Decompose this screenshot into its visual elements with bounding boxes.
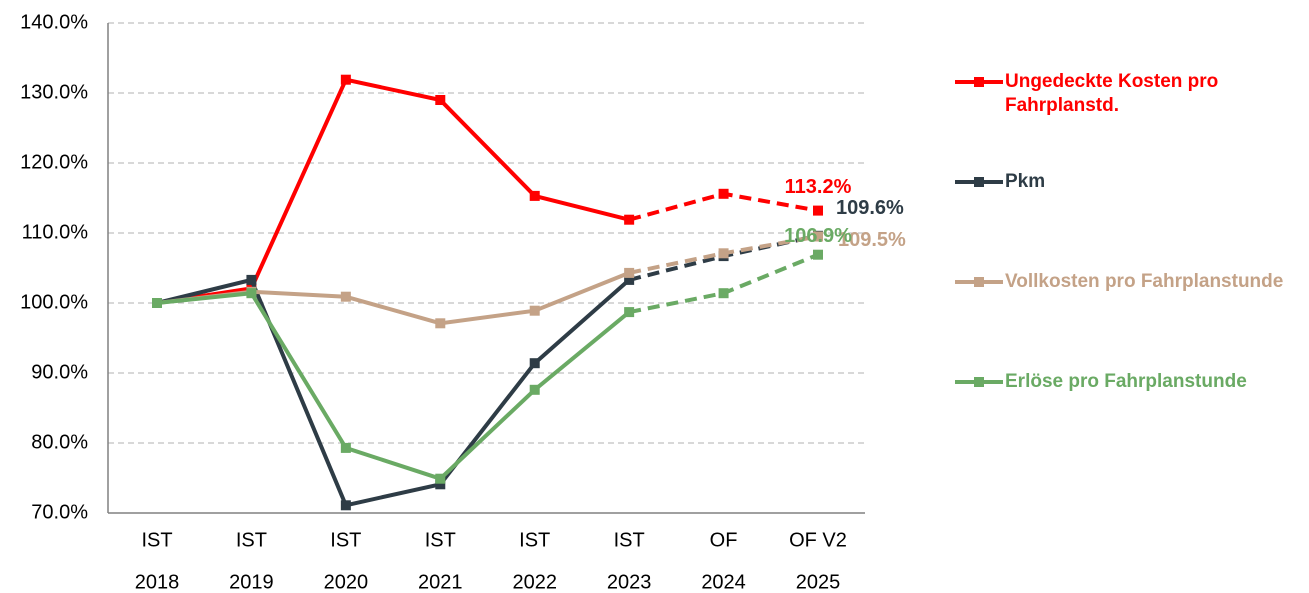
- marker: [152, 298, 162, 308]
- series-line: [156, 291, 631, 481]
- marker: [340, 442, 351, 453]
- marker: [435, 479, 446, 490]
- data-label: 109.6%: [836, 197, 904, 219]
- series-line: [156, 271, 630, 326]
- x-tick-label: OF: [710, 529, 738, 551]
- legend-label: Vollkosten pro Fahrplanstunde: [1005, 271, 1284, 292]
- x-tick-label: 2025: [796, 571, 841, 593]
- data-label: 113.2%: [785, 176, 852, 198]
- marker: [529, 358, 540, 369]
- x-tick-label: 2020: [324, 571, 369, 593]
- x-tick-label: IST: [614, 529, 645, 551]
- marker: [624, 307, 635, 318]
- legend-label: Erlöse pro Fahrplanstunde: [1005, 371, 1247, 392]
- x-tick-label: IST: [330, 529, 361, 551]
- y-tick-label: 120.0%: [20, 151, 88, 173]
- x-tick-label: 2021: [418, 571, 463, 593]
- legend-label: Pkm: [1005, 171, 1046, 192]
- marker: [435, 473, 446, 484]
- x-tick-label: 2019: [229, 571, 274, 593]
- x-tick-label: IST: [519, 529, 550, 551]
- marker: [340, 500, 351, 511]
- marker: [246, 274, 257, 285]
- legend-swatch: [955, 77, 1003, 87]
- legend-item: Vollkosten pro Fahrplanstunde: [955, 270, 1305, 294]
- y-tick-label: 130.0%: [20, 81, 88, 103]
- marker: [624, 214, 635, 225]
- series-line: [156, 277, 631, 508]
- legend-swatch: [955, 277, 1003, 287]
- y-tick-label: 80.0%: [31, 431, 88, 453]
- legend-item: Pkm: [955, 170, 1305, 194]
- marker: [718, 248, 729, 259]
- x-tick-label: 2022: [512, 571, 557, 593]
- legend-swatch: [955, 177, 1003, 187]
- marker: [435, 318, 446, 329]
- x-tick-label: OF V2: [789, 529, 847, 551]
- marker: [624, 274, 635, 285]
- x-tick-label: IST: [425, 529, 456, 551]
- marker: [340, 291, 351, 302]
- marker: [718, 288, 729, 299]
- y-tick-label: 70.0%: [31, 501, 88, 523]
- x-tick-label: IST: [141, 529, 172, 551]
- marker: [813, 249, 823, 260]
- series-line: [156, 77, 630, 305]
- y-tick-label: 140.0%: [20, 11, 88, 33]
- x-tick-label: 2024: [701, 571, 746, 593]
- marker: [813, 231, 823, 242]
- y-tick-label: 90.0%: [31, 361, 88, 383]
- data-label: 109.5%: [838, 229, 906, 251]
- marker: [340, 74, 351, 85]
- marker: [718, 188, 729, 199]
- data-label: 106.9%: [784, 225, 852, 247]
- marker: [529, 190, 540, 201]
- marker: [624, 267, 635, 278]
- marker: [246, 288, 257, 299]
- legend-label: Ungedeckte Kosten pro Fahrplanstd.: [1005, 71, 1219, 116]
- marker: [529, 384, 540, 395]
- x-tick-label: 2018: [135, 571, 180, 593]
- legend-swatch: [955, 377, 1003, 387]
- y-tick-label: 110.0%: [22, 221, 89, 243]
- y-tick-label: 100.0%: [20, 291, 88, 313]
- marker: [529, 305, 540, 316]
- legend-item: Ungedeckte Kosten pro Fahrplanstd.: [955, 70, 1305, 118]
- marker: [435, 95, 446, 105]
- legend-item: Erlöse pro Fahrplanstunde: [955, 370, 1305, 394]
- x-tick-label: IST: [236, 529, 267, 551]
- x-tick-label: 2023: [607, 571, 652, 593]
- marker: [813, 205, 823, 216]
